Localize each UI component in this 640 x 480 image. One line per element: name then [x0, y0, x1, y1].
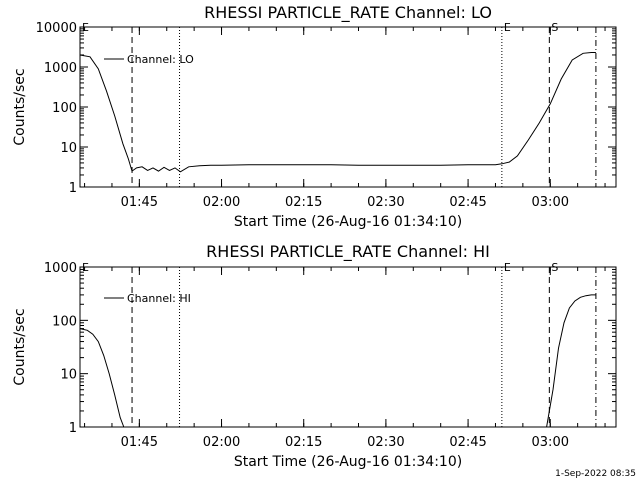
footer-timestamp: 1-Sep-2022 08:35: [555, 469, 636, 479]
y-tick-label: 10: [60, 141, 77, 156]
x-tick-label: 02:15: [285, 195, 322, 210]
y-tick-label: 100: [52, 314, 77, 329]
legend-hi: Channel: HI: [104, 292, 191, 305]
series-line: [546, 294, 596, 428]
event-marker-label: E: [82, 261, 89, 274]
x-tick-label: 03:00: [532, 435, 569, 450]
y-tick-label: 1: [69, 181, 77, 196]
event-marker-label: E: [82, 21, 89, 34]
legend-label-hi: Channel: HI: [127, 292, 191, 305]
x-ticks-lo: 01:45 02:00 02:15 02:30 02:45 03:00: [84, 27, 606, 210]
series-lo: [79, 52, 596, 173]
event-marker-label: S: [551, 21, 558, 34]
x-axis-label-hi: Start Time (26-Aug-16 01:34:10): [234, 454, 462, 470]
x-ticks-hi: 01:45 02:00 02:15 02:30 02:45 03:00: [84, 267, 606, 450]
plot-frame-hi: [79, 266, 617, 428]
x-tick-label: 02:15: [285, 435, 322, 450]
y-axis-label-lo: Counts/sec: [12, 68, 28, 145]
y-ticks-lo: 1 10 100 1000 10000: [36, 21, 616, 196]
y-axis-label-hi: Counts/sec: [12, 308, 28, 385]
x-tick-label: 02:30: [367, 195, 404, 210]
x-tick-label: 02:30: [367, 435, 404, 450]
x-tick-label: 02:00: [203, 195, 240, 210]
chart-panel-lo: RHESSI PARTICLE_RATE Channel: LO Counts/…: [12, 3, 617, 230]
event-marker-label: E: [504, 261, 511, 274]
y-tick-label: 1000: [44, 61, 77, 76]
y-ticks-hi: 1 10 100 1000: [44, 261, 616, 436]
legend-label-lo: Channel: LO: [127, 53, 194, 66]
series-line: [79, 328, 125, 428]
series-hi: [79, 294, 596, 428]
event-marker-label: E: [504, 21, 511, 34]
y-tick-label: 1: [69, 421, 77, 436]
chart-title-lo: RHESSI PARTICLE_RATE Channel: LO: [204, 3, 492, 23]
legend-lo: Channel: LO: [104, 53, 194, 66]
x-tick-label: 01:45: [121, 195, 158, 210]
chart-title-hi: RHESSI PARTICLE_RATE Channel: HI: [206, 242, 490, 262]
y-tick-label: 10000: [36, 21, 77, 36]
y-tick-label: 1000: [44, 261, 77, 276]
x-tick-label: 01:45: [121, 435, 158, 450]
event-marker-label: S: [551, 261, 558, 274]
x-axis-label-lo: Start Time (26-Aug-16 01:34:10): [234, 214, 462, 230]
x-tick-label: 02:45: [449, 435, 486, 450]
y-tick-label: 10: [60, 368, 77, 383]
x-tick-label: 02:45: [449, 195, 486, 210]
plot-frame-lo: [79, 26, 617, 188]
chart-panel-hi: RHESSI PARTICLE_RATE Channel: HI Counts/…: [12, 242, 617, 470]
y-tick-label: 100: [52, 101, 77, 116]
x-tick-label: 03:00: [532, 195, 569, 210]
x-tick-label: 02:00: [203, 435, 240, 450]
series-line: [79, 52, 596, 173]
